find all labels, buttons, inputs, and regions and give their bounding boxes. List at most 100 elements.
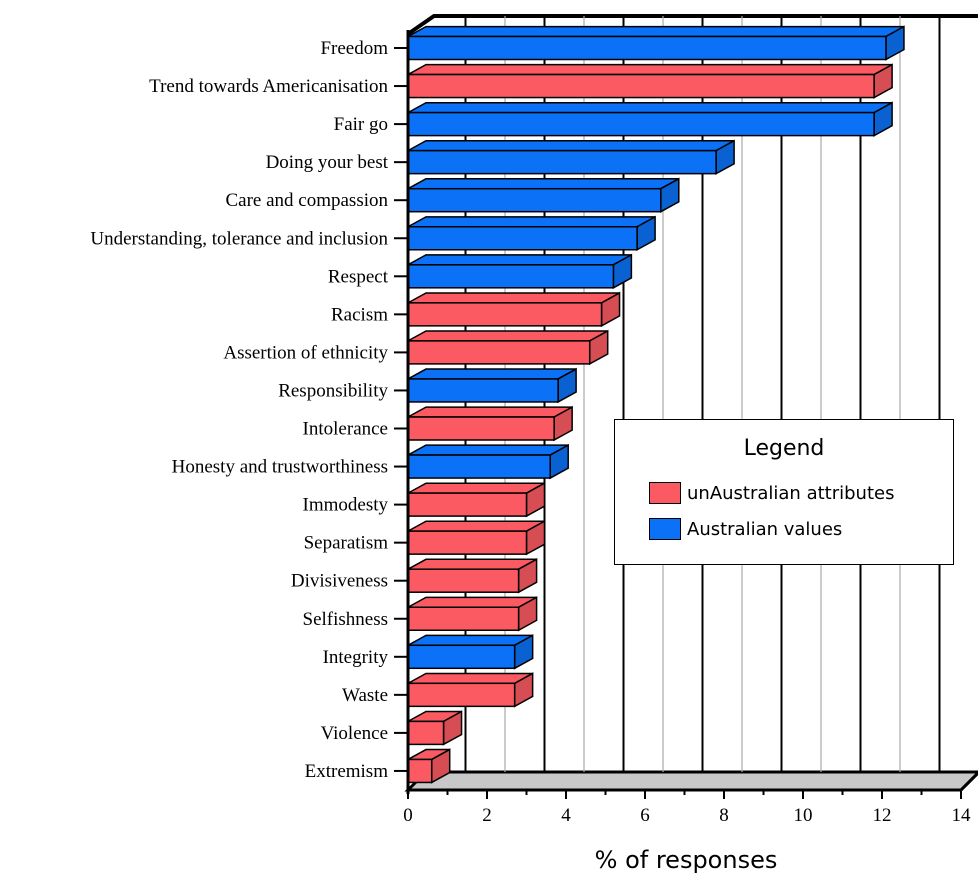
legend-swatch-australian	[649, 518, 681, 540]
bar-top-face	[407, 101, 893, 114]
bar-top-face	[407, 292, 620, 304]
top-frame-edge	[406, 14, 978, 36]
bar	[407, 481, 546, 518]
bar-front-face	[407, 568, 520, 593]
bars	[407, 25, 905, 784]
x-tick-label: 14	[952, 805, 972, 826]
bar	[407, 329, 609, 366]
bar-top-face	[407, 330, 609, 342]
bar-front-face	[407, 454, 551, 479]
x-tick-label: 10	[794, 805, 813, 826]
bar-front-face	[407, 111, 875, 137]
category-label: Fair go	[334, 114, 388, 135]
bar-front-face	[407, 492, 528, 517]
category-label: Understanding, tolerance and inclusion	[90, 228, 388, 249]
legend-swatch-unaustralian	[649, 482, 681, 504]
bar-front-face	[407, 226, 638, 251]
bar-front-face	[407, 378, 559, 403]
bar	[407, 25, 905, 61]
bar	[407, 596, 538, 632]
bar-front-face	[407, 720, 445, 746]
category-label: Integrity	[323, 647, 389, 668]
bar-front-face	[407, 340, 591, 365]
x-tick-label: 8	[719, 805, 729, 826]
category-label: Immodesty	[303, 495, 389, 516]
bar-front-face	[407, 682, 516, 708]
bar-top-face	[407, 406, 573, 418]
bar	[407, 634, 534, 670]
bar	[407, 748, 451, 784]
category-labels: Freedom Trend towards Americanisation Fair…	[90, 38, 408, 782]
chart-floor	[404, 770, 978, 792]
bar-front-face	[407, 758, 433, 784]
bar-front-face	[407, 416, 555, 441]
bar-top-face	[407, 520, 545, 532]
bar	[407, 63, 893, 99]
bar	[407, 367, 577, 404]
bar-top-face	[407, 558, 537, 570]
bar	[407, 443, 569, 480]
bar-front-face	[407, 149, 717, 175]
category-label: Care and compassion	[225, 190, 388, 211]
legend-title: Legend	[743, 436, 825, 461]
bar-front-face	[407, 73, 875, 99]
bar-top-face	[407, 596, 537, 608]
category-label: Assertion of ethnicity	[223, 342, 388, 363]
bar-top-face	[407, 368, 577, 380]
x-tick-label: 6	[640, 805, 650, 826]
category-label: Trend towards Americanisation	[149, 76, 388, 97]
bar-top-face	[407, 444, 569, 456]
bar	[407, 405, 573, 442]
bar-top-face	[407, 25, 905, 38]
bar	[407, 177, 680, 213]
bar-front-face	[407, 264, 615, 289]
axes: 0 2 4 6 8 10 12 14	[403, 30, 978, 826]
category-label: Selfishness	[303, 609, 389, 630]
category-label: Violence	[321, 723, 388, 744]
bar	[407, 291, 621, 328]
x-tick-label: 0	[403, 805, 413, 826]
bar-front-face	[407, 606, 520, 631]
category-label: Separatism	[304, 533, 389, 554]
bar	[407, 710, 463, 746]
category-label: Waste	[342, 685, 388, 706]
x-axis-title: % of responses	[595, 846, 778, 874]
x-tick-label: 2	[482, 805, 492, 826]
bar	[407, 101, 893, 137]
bar-front-face	[407, 35, 887, 61]
bar-top-face	[407, 178, 680, 190]
bar-top-face	[407, 634, 534, 647]
legend-item-unaustralian: unAustralian attributes	[649, 481, 894, 505]
legend-label-australian: Australian values	[687, 518, 843, 540]
category-label: Honesty and trustworthiness	[172, 457, 388, 478]
legend-item-australian: Australian values	[649, 517, 842, 541]
bar-top-face	[407, 672, 534, 685]
bar-top-face	[407, 482, 545, 494]
category-label: Racism	[331, 304, 388, 325]
category-label: Divisiveness	[291, 571, 388, 592]
x-tick-label: 4	[561, 805, 571, 826]
category-label: Respect	[328, 266, 389, 287]
bar-top-face	[407, 254, 632, 266]
bar-front-face	[407, 530, 528, 555]
x-tick-label: 12	[873, 805, 892, 826]
legend-label-unaustralian: unAustralian attributes	[687, 482, 895, 504]
category-label: Responsibility	[278, 380, 388, 401]
bar-top-face	[407, 63, 893, 76]
category-label: Doing your best	[266, 152, 389, 173]
bar	[407, 672, 534, 708]
legend: Legend unAustralian attributes Australia…	[614, 419, 954, 565]
bar-front-face	[407, 644, 516, 670]
category-label: Freedom	[320, 38, 388, 59]
bar-top-face	[407, 216, 656, 228]
bar-front-face	[407, 302, 603, 327]
bar	[407, 519, 546, 556]
category-label: Extremism	[305, 761, 389, 782]
bar	[407, 558, 538, 594]
bar-front-face	[407, 187, 662, 213]
bar	[407, 139, 735, 175]
bar	[407, 215, 656, 252]
bar-top-face	[407, 140, 735, 152]
category-label: Intolerance	[303, 419, 388, 440]
